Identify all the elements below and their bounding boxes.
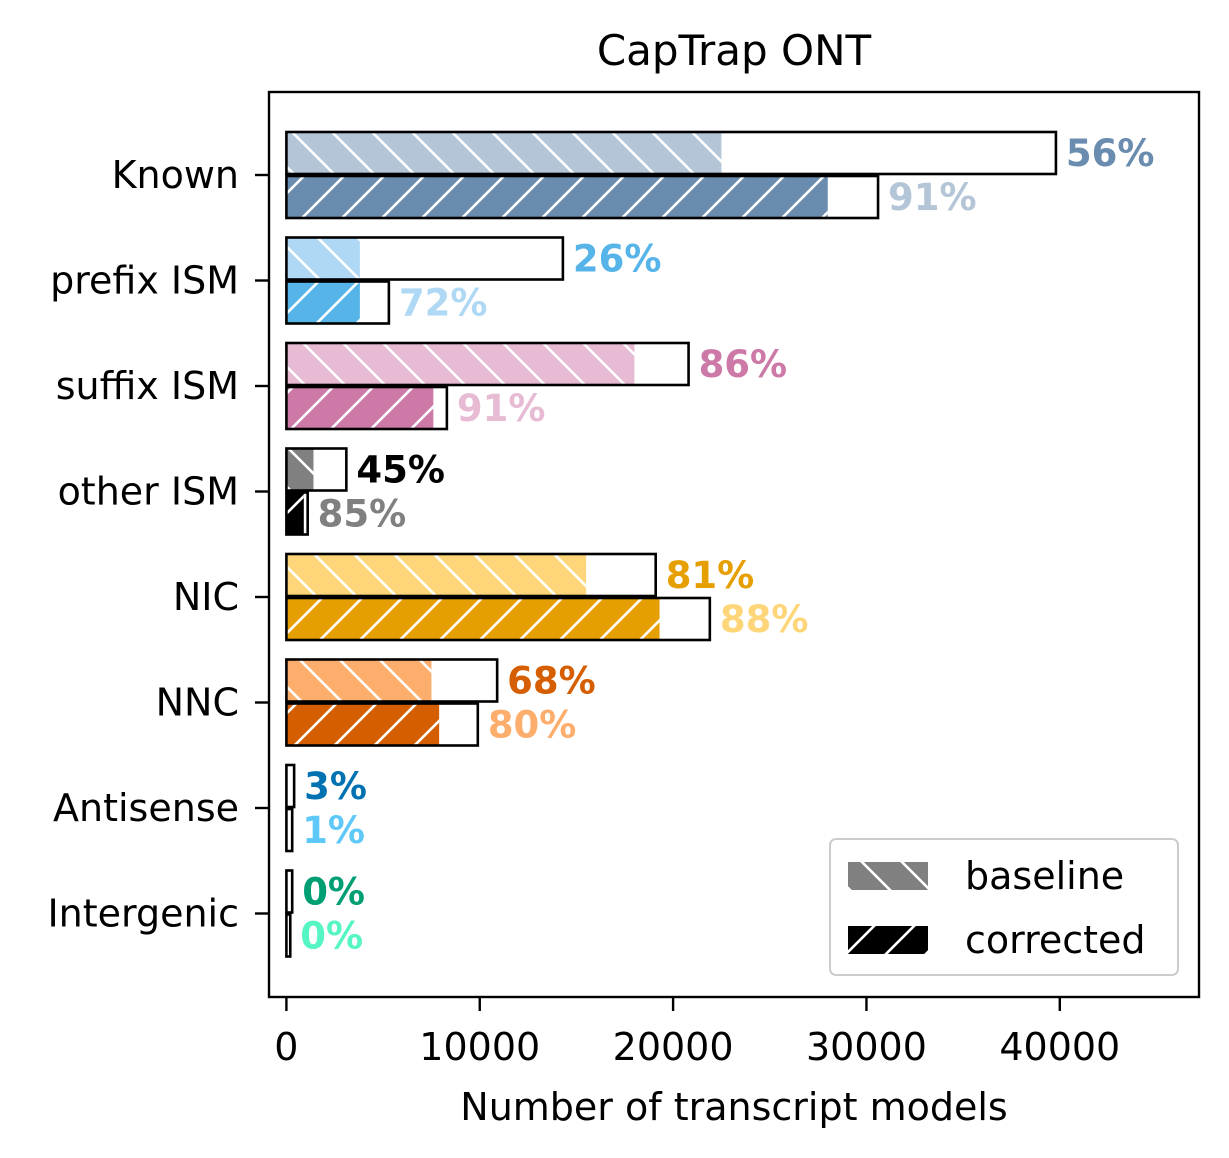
baseline-pct-label-known: 56% (1066, 132, 1155, 175)
corrected-pct-label-other-ism: 85% (318, 493, 407, 536)
bar-group-other-ism: 45%85% (285, 447, 445, 536)
baseline-total-bar-antisense (285, 763, 296, 809)
baseline-pct-label-other-ism: 45% (356, 449, 445, 492)
baseline-hatch-nic (286, 554, 587, 596)
baseline-pct-label-antisense: 3% (304, 765, 367, 808)
corrected-pct-label-prefix-ism: 72% (399, 282, 488, 325)
legend-hatch-baseline (848, 862, 928, 890)
bar-group-suffix-ism: 86% 91% (285, 341, 788, 431)
legend: baseline corrected (829, 838, 1179, 976)
baseline-pct-label-intergenic: 0% (302, 871, 365, 914)
y-tick-label-other-ism: other ISM (58, 470, 239, 514)
corrected-total-bar-antisense (285, 807, 294, 853)
corrected-pct-label-nnc: 80% (488, 704, 577, 747)
plot-frame (267, 90, 1201, 999)
baseline-total-bar-other-ism (285, 447, 348, 492)
baseline-total-bar-suffix-ism (285, 341, 690, 387)
bar-group-intergenic: 0%0% (285, 869, 365, 958)
baseline-hatch-prefix-ism (286, 237, 360, 280)
baseline-hatch-known (286, 132, 722, 174)
corrected-hatch-other-ism (286, 492, 304, 535)
bar-group-antisense: 3%1% (285, 763, 367, 853)
corrected-pct-label-known: 91% (888, 176, 977, 219)
corrected-pct-label-antisense: 1% (302, 809, 365, 852)
corrected-pct-label-intergenic: 0% (300, 915, 363, 958)
corrected-pct-label-suffix-ism: 91% (457, 387, 546, 430)
baseline-total-bar-known (285, 130, 1058, 176)
legend-label-baseline: baseline (965, 854, 1124, 898)
corrected-hatch-known (286, 176, 828, 218)
y-tick-label-suffix-ism: suffix ISM (56, 364, 239, 408)
x-tick-label-0: 0 (274, 1025, 298, 1069)
corrected-hatch-nnc (286, 703, 440, 746)
baseline-total-bar-intergenic (285, 869, 294, 914)
bar-group-prefix-ism: 26% 72% (285, 236, 662, 325)
corrected-total-bar-known (285, 174, 880, 220)
x-axis-label: Number of transcript models (460, 1085, 1007, 1129)
baseline-hatch-nnc (286, 659, 432, 702)
y-tick-label-prefix-ism: prefix ISM (50, 259, 239, 303)
baseline-pct-label-prefix-ism: 26% (573, 238, 662, 281)
corrected-pct-label-nic: 88% (720, 598, 809, 641)
baseline-total-bar-prefix-ism (285, 236, 565, 281)
y-tick-label-known: Known (112, 153, 239, 197)
ticks-layer: Known prefix ISM suffix ISM other ISM NIC NNC… (47, 153, 1120, 1069)
corrected-total-bar-prefix-ism (285, 280, 391, 325)
corrected-hatch-suffix-ism (286, 387, 434, 429)
corrected-hatch-prefix-ism (286, 281, 360, 324)
baseline-total-bar-nnc (285, 658, 499, 703)
corrected-total-bar-nic (285, 596, 712, 642)
baseline-pct-label-nic: 81% (666, 554, 755, 597)
bar-group-nnc: 68%80% (285, 658, 596, 747)
corrected-total-bar-suffix-ism (285, 385, 449, 431)
corrected-hatch-nic (286, 598, 660, 640)
x-tick-label-2: 20000 (613, 1025, 734, 1069)
corrected-total-bar-nnc (285, 702, 480, 747)
chart-title: CapTrap ONT (597, 26, 872, 75)
y-tick-label-intergenic: Intergenic (47, 892, 239, 936)
corrected-total-bar-other-ism (285, 491, 309, 536)
y-tick-label-nnc: NNC (156, 681, 239, 725)
baseline-total-bar-nic (285, 552, 657, 598)
baseline-pct-label-nnc: 68% (507, 660, 596, 703)
x-tick-label-1: 10000 (419, 1025, 540, 1069)
bar-group-nic: 81%88% (285, 552, 809, 642)
baseline-hatch-other-ism (286, 448, 314, 491)
x-tick-label-4: 40000 (999, 1025, 1120, 1069)
y-tick-label-antisense: Antisense (53, 786, 239, 830)
bar-group-known: 56% 91% (285, 130, 1155, 220)
bars-layer: 56% 91% 26% 72% 86% 91% 45%85% 81%88% 68%80% 3%1%… (285, 130, 1155, 958)
legend-items: baseline corrected (848, 854, 1146, 962)
baseline-hatch-suffix-ism (286, 343, 635, 385)
corrected-total-bar-intergenic (285, 913, 292, 958)
y-tick-label-nic: NIC (173, 575, 239, 619)
x-tick-label-3: 30000 (806, 1025, 927, 1069)
legend-hatch-corrected (848, 926, 928, 954)
legend-label-corrected: corrected (965, 918, 1146, 962)
baseline-pct-label-suffix-ism: 86% (699, 343, 788, 386)
